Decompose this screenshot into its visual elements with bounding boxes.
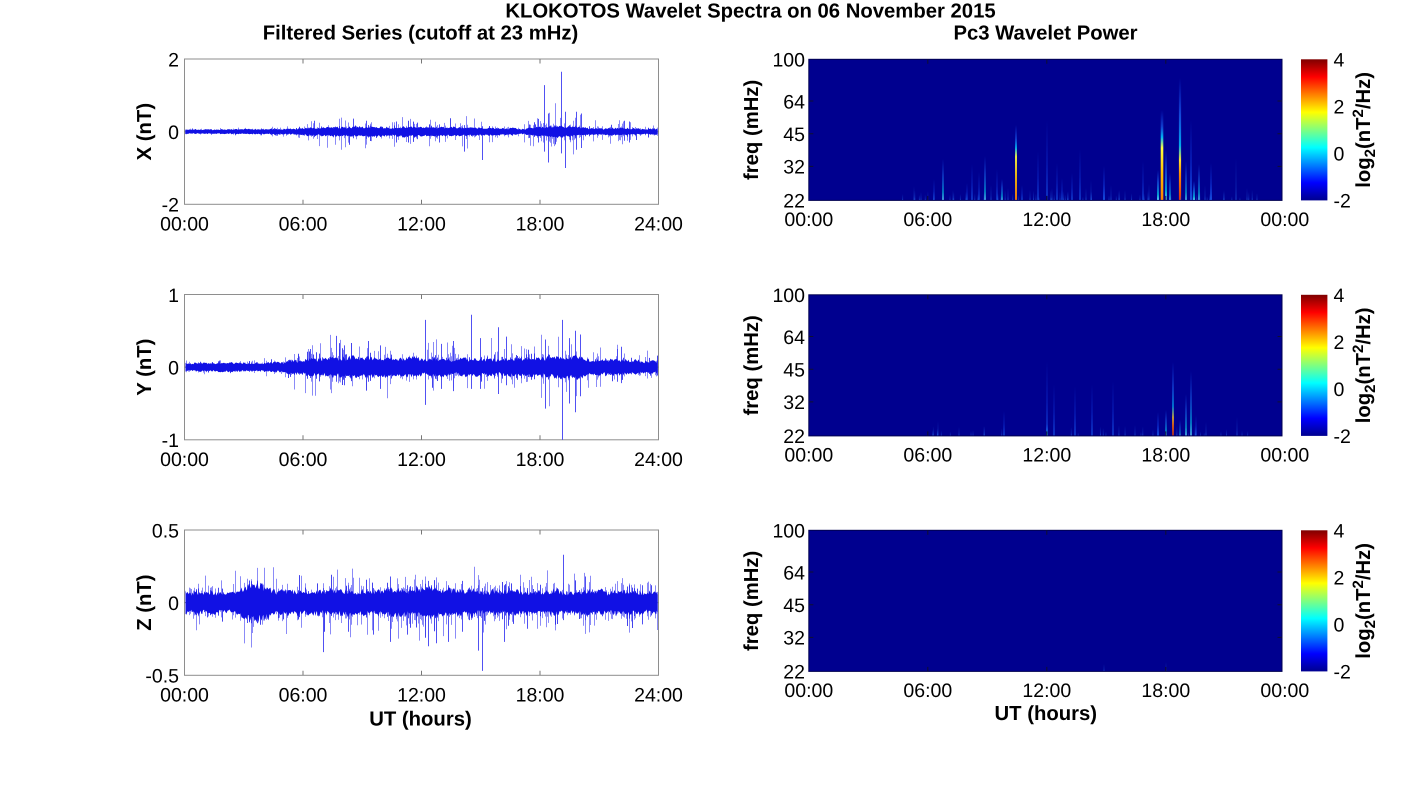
svg-text:32: 32 [783, 628, 805, 650]
svg-text:24:00: 24:00 [634, 449, 683, 471]
svg-text:-2: -2 [1334, 191, 1351, 213]
svg-text:0: 0 [168, 122, 179, 144]
svg-text:-2: -2 [162, 195, 179, 217]
svg-text:100: 100 [772, 50, 805, 72]
svg-text:45: 45 [783, 360, 805, 382]
svg-text:2: 2 [168, 49, 179, 71]
svg-text:06:00: 06:00 [903, 680, 952, 702]
svg-text:00:00: 00:00 [160, 684, 209, 706]
svg-text:18:00: 18:00 [516, 213, 565, 235]
svg-text:2: 2 [1334, 97, 1345, 119]
svg-text:00:00: 00:00 [160, 213, 209, 235]
svg-text:0: 0 [1334, 144, 1345, 166]
svg-text:00:00: 00:00 [784, 680, 833, 702]
svg-text:UT (hours): UT (hours) [369, 709, 472, 731]
svg-text:4: 4 [1334, 521, 1345, 543]
svg-text:Y (nT): Y (nT) [134, 339, 156, 396]
svg-text:06:00: 06:00 [279, 213, 328, 235]
svg-text:22: 22 [783, 662, 805, 684]
svg-text:12:00: 12:00 [1022, 445, 1071, 467]
svg-text:Pc3 Wavelet Power: Pc3 Wavelet Power [953, 23, 1137, 45]
svg-text:0: 0 [168, 357, 179, 379]
svg-text:64: 64 [783, 91, 805, 113]
svg-text:freq (mHz): freq (mHz) [741, 80, 763, 180]
svg-text:-1: -1 [162, 430, 179, 452]
svg-text:24:00: 24:00 [634, 213, 683, 235]
svg-text:18:00: 18:00 [1141, 445, 1190, 467]
svg-text:22: 22 [783, 426, 805, 448]
svg-text:-2: -2 [1334, 426, 1351, 448]
svg-text:12:00: 12:00 [397, 449, 446, 471]
svg-text:freq (mHz): freq (mHz) [741, 551, 763, 651]
svg-text:log2(nT2/Hz): log2(nT2/Hz) [1350, 72, 1379, 188]
svg-text:12:00: 12:00 [397, 213, 446, 235]
svg-text:log2(nT2/Hz): log2(nT2/Hz) [1350, 307, 1379, 423]
svg-text:00:00: 00:00 [160, 449, 209, 471]
svg-text:100: 100 [772, 285, 805, 307]
svg-text:100: 100 [772, 521, 805, 543]
svg-text:18:00: 18:00 [1141, 209, 1190, 231]
svg-text:00:00: 00:00 [784, 445, 833, 467]
svg-text:06:00: 06:00 [279, 449, 328, 471]
svg-text:06:00: 06:00 [279, 684, 328, 706]
svg-text:00:00: 00:00 [1260, 209, 1309, 231]
svg-text:45: 45 [783, 595, 805, 617]
svg-text:18:00: 18:00 [516, 684, 565, 706]
svg-text:X (nT): X (nT) [134, 103, 156, 160]
svg-text:1: 1 [168, 285, 179, 307]
svg-text:18:00: 18:00 [516, 449, 565, 471]
svg-text:0: 0 [1334, 615, 1345, 637]
svg-text:freq (mHz): freq (mHz) [741, 315, 763, 415]
svg-text:45: 45 [783, 124, 805, 146]
svg-text:00:00: 00:00 [1260, 445, 1309, 467]
svg-text:2: 2 [1334, 568, 1345, 590]
svg-text:64: 64 [783, 327, 805, 349]
svg-text:4: 4 [1334, 50, 1345, 72]
svg-text:4: 4 [1334, 285, 1345, 307]
svg-text:-0.5: -0.5 [145, 666, 179, 688]
svg-text:22: 22 [783, 191, 805, 213]
svg-text:00:00: 00:00 [1260, 680, 1309, 702]
svg-text:2: 2 [1334, 332, 1345, 354]
svg-text:0.5: 0.5 [152, 520, 179, 542]
svg-text:Z (nT): Z (nT) [134, 574, 156, 630]
svg-text:log2(nT2/Hz): log2(nT2/Hz) [1350, 543, 1379, 659]
svg-text:64: 64 [783, 562, 805, 584]
svg-text:24:00: 24:00 [634, 684, 683, 706]
svg-text:-2: -2 [1334, 662, 1351, 684]
svg-text:0: 0 [1334, 379, 1345, 401]
svg-text:06:00: 06:00 [903, 445, 952, 467]
svg-text:UT (hours): UT (hours) [995, 703, 1098, 725]
svg-text:06:00: 06:00 [903, 209, 952, 231]
svg-text:12:00: 12:00 [1022, 680, 1071, 702]
svg-text:32: 32 [783, 392, 805, 414]
svg-text:18:00: 18:00 [1141, 680, 1190, 702]
svg-text:KLOKOTOS Wavelet Spectra on 06: KLOKOTOS Wavelet Spectra on 06 November … [505, 1, 995, 23]
svg-text:12:00: 12:00 [1022, 209, 1071, 231]
svg-text:00:00: 00:00 [784, 209, 833, 231]
svg-text:0: 0 [168, 593, 179, 615]
svg-text:12:00: 12:00 [397, 684, 446, 706]
svg-text:32: 32 [783, 157, 805, 179]
svg-text:Filtered Series (cutoff at 23: Filtered Series (cutoff at 23 mHz) [263, 23, 579, 45]
